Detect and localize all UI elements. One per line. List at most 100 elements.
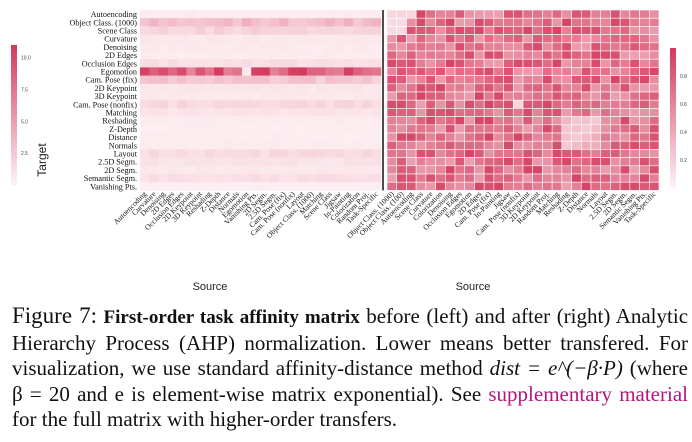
heatmap-cell bbox=[269, 92, 280, 101]
heatmap-cell bbox=[561, 26, 572, 35]
heatmap-cell bbox=[241, 26, 252, 35]
heatmap-cell bbox=[353, 67, 363, 76]
heatmap-cell bbox=[334, 92, 345, 101]
heatmap-cell bbox=[353, 116, 363, 126]
heatmap-cell bbox=[639, 34, 650, 44]
colorbar-right-segment bbox=[670, 118, 676, 122]
heatmap-cell bbox=[325, 51, 335, 60]
heatmap-cell bbox=[512, 91, 524, 101]
row-label: Reshading bbox=[102, 117, 137, 126]
heatmap-cell bbox=[167, 141, 178, 150]
heatmap-cell bbox=[571, 149, 582, 158]
heatmap-cell bbox=[269, 42, 280, 52]
heatmap-cell bbox=[435, 108, 446, 117]
heatmap-cell bbox=[343, 100, 354, 109]
heatmap-cell bbox=[483, 17, 495, 27]
heatmap-cell bbox=[610, 173, 621, 183]
heatmap-cell bbox=[571, 83, 582, 93]
heatmap-cell bbox=[464, 165, 475, 175]
colorbar-left-segment bbox=[11, 181, 17, 186]
colorbar-left-segment bbox=[11, 59, 17, 63]
heatmap-cell bbox=[223, 75, 233, 85]
heatmap-cell bbox=[580, 149, 592, 158]
heatmap-cell bbox=[279, 34, 289, 44]
heatmap-cell bbox=[464, 17, 475, 27]
heatmap-cell bbox=[204, 108, 215, 117]
heatmap-cell bbox=[425, 140, 436, 150]
heatmap-cell bbox=[297, 116, 308, 126]
heatmap-cell bbox=[297, 182, 308, 191]
heatmap-cell bbox=[454, 26, 466, 35]
heatmap-cell bbox=[343, 83, 354, 93]
heatmap-cell bbox=[474, 67, 485, 76]
heatmap-cell bbox=[343, 157, 354, 167]
heatmap-cell bbox=[571, 157, 582, 167]
heatmap-cell bbox=[619, 26, 631, 35]
heatmap-cell bbox=[167, 26, 178, 35]
heatmap-cell bbox=[149, 124, 159, 134]
heatmap-cell bbox=[464, 67, 475, 76]
heatmap-cell bbox=[214, 51, 224, 60]
heatmap-cell bbox=[532, 75, 543, 85]
heatmap-cell bbox=[571, 26, 582, 35]
heatmap-cell bbox=[325, 157, 335, 167]
heatmap-cell bbox=[648, 116, 660, 126]
heatmap-cell bbox=[325, 174, 335, 183]
colorbar-left-segment bbox=[11, 174, 17, 179]
heatmap-cell bbox=[415, 75, 427, 85]
heatmap-cell bbox=[396, 83, 407, 93]
colorbar-right-segment bbox=[670, 114, 676, 119]
heatmap-cell bbox=[371, 108, 382, 117]
heatmap-cell bbox=[415, 58, 427, 68]
heatmap-cell bbox=[223, 83, 233, 93]
heatmap-cell bbox=[464, 42, 475, 52]
heatmap-cell bbox=[260, 83, 271, 93]
heatmap-cell bbox=[297, 141, 308, 150]
heatmap-cell bbox=[454, 124, 466, 134]
heatmap-cell bbox=[415, 165, 427, 175]
heatmap-cell bbox=[551, 124, 563, 134]
heatmap-cell bbox=[629, 50, 640, 60]
heatmap-cell bbox=[542, 26, 553, 35]
heatmap-cell bbox=[542, 9, 553, 19]
heatmap-cell bbox=[149, 10, 159, 19]
heatmap-cell bbox=[306, 10, 317, 19]
heatmap-cell bbox=[288, 34, 298, 44]
heatmap-cell bbox=[493, 83, 504, 93]
supplementary-link[interactable]: supplementary material bbox=[488, 381, 688, 406]
heatmap-cell bbox=[362, 75, 373, 85]
heatmap-cell bbox=[619, 173, 631, 183]
heatmap-cell bbox=[600, 91, 611, 101]
heatmap-cell bbox=[288, 182, 298, 191]
heatmap-cell bbox=[396, 108, 407, 117]
heatmap-cell bbox=[279, 26, 289, 35]
heatmap-cell bbox=[214, 182, 224, 191]
heatmap-cell bbox=[223, 100, 233, 109]
heatmap-cell bbox=[406, 140, 417, 150]
heatmap-cell bbox=[619, 116, 631, 126]
heatmap-cell bbox=[386, 83, 398, 93]
heatmap-cell bbox=[610, 108, 621, 117]
heatmap-cell bbox=[386, 99, 398, 109]
heatmap-cell bbox=[362, 100, 373, 109]
heatmap-cell bbox=[561, 50, 572, 60]
heatmap-cell bbox=[425, 124, 436, 134]
heatmap-cell bbox=[334, 10, 345, 19]
heatmap-cell bbox=[610, 132, 621, 142]
heatmap-cell bbox=[288, 157, 298, 167]
heatmap-cell bbox=[241, 174, 252, 183]
heatmap-cell bbox=[316, 18, 326, 27]
heatmap-cell bbox=[590, 108, 602, 117]
colorbar-left-segment bbox=[11, 90, 17, 95]
heatmap-cell bbox=[561, 99, 572, 109]
heatmap-cell bbox=[204, 26, 215, 35]
heatmap-cell bbox=[532, 99, 543, 109]
heatmap-cell bbox=[325, 26, 335, 35]
heatmap-cell bbox=[232, 18, 243, 27]
heatmap-cell bbox=[551, 116, 563, 126]
heatmap-cell bbox=[241, 157, 252, 167]
heatmap-cell bbox=[629, 149, 640, 158]
heatmap-cell bbox=[343, 51, 354, 60]
heatmap-cell bbox=[561, 132, 572, 142]
heatmap-cell bbox=[425, 67, 436, 76]
